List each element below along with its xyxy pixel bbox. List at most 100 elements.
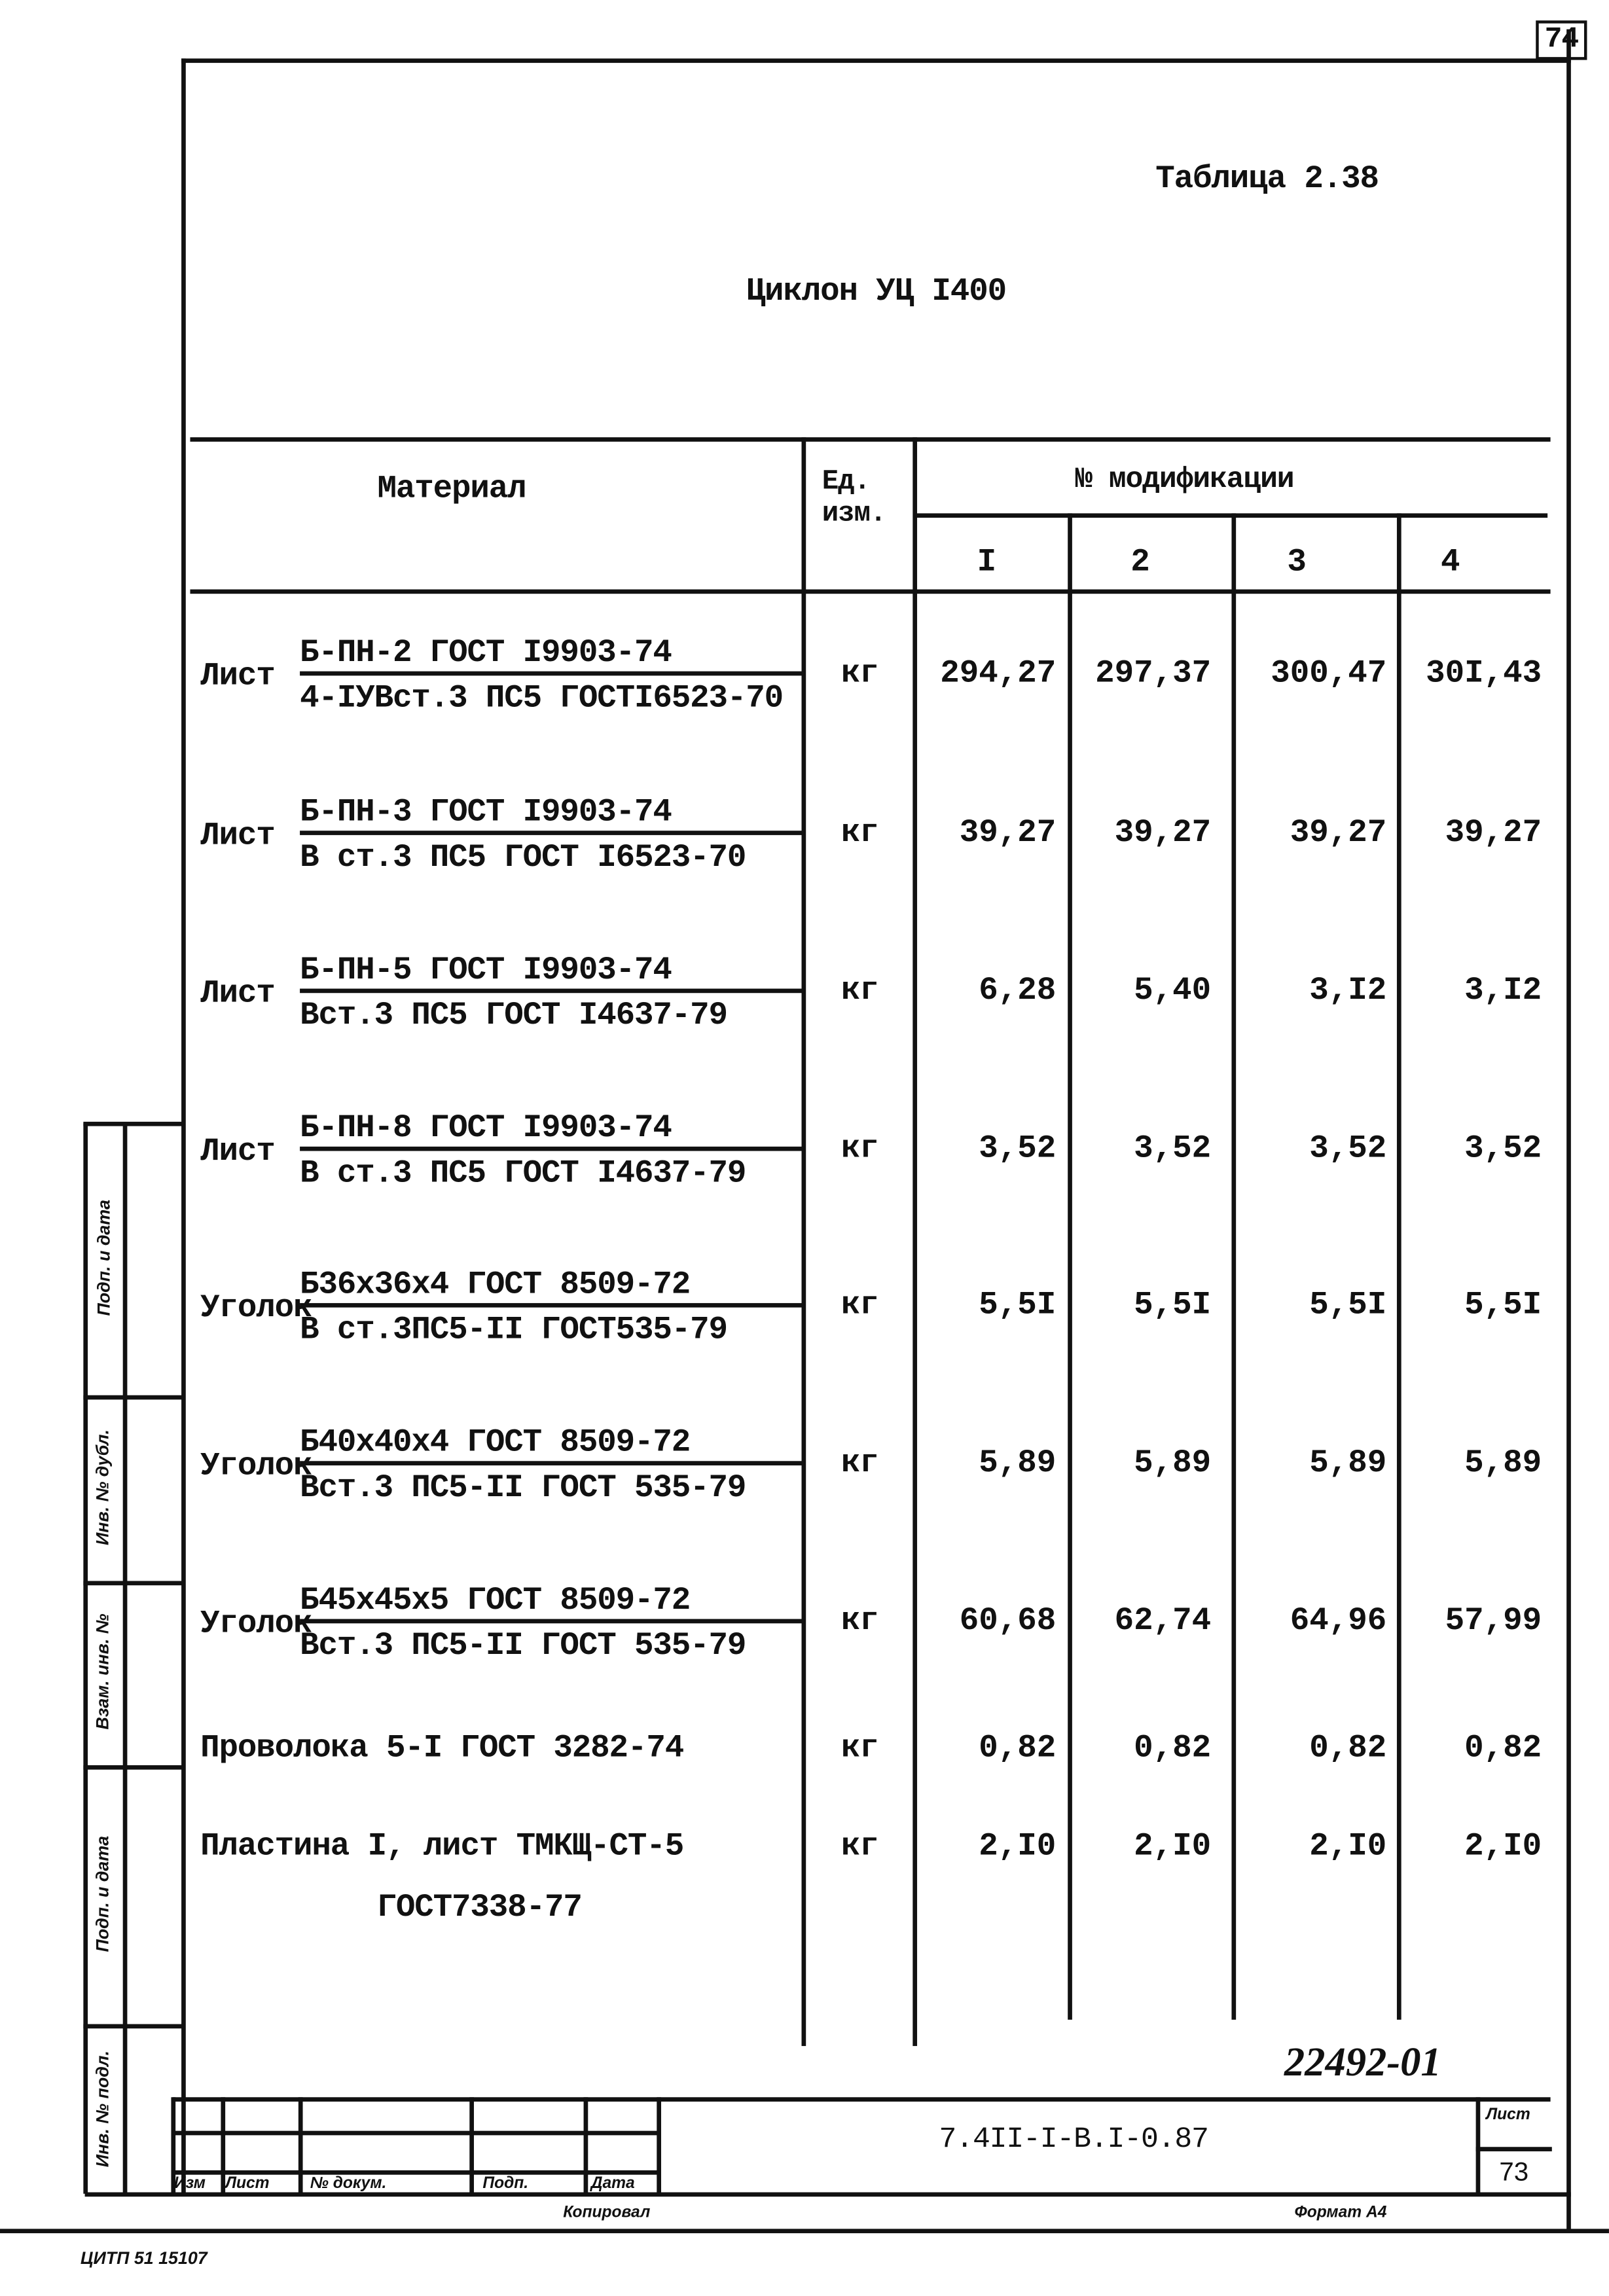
row-line1: Пластина I, лист ТМКЩ-СТ-5 <box>200 1828 684 1865</box>
row-unit: кг <box>841 1444 879 1482</box>
side-label: Подп. и дата <box>94 1199 115 1316</box>
print-stamp: ЦИТП 51 15107 <box>80 2248 208 2269</box>
frame-right <box>1566 29 1571 2231</box>
frame-top <box>181 58 1571 63</box>
row-prefix: Лист <box>200 1133 276 1170</box>
title-block-col <box>298 2097 303 2194</box>
row-underline <box>300 1146 804 1151</box>
title-block-col <box>657 2097 661 2194</box>
side-strip-left <box>83 1123 88 2194</box>
title-block-col <box>469 2097 474 2194</box>
tb-col-list: Лист <box>225 2174 270 2193</box>
row-value: 0,82 <box>1134 1730 1212 1767</box>
row-prefix: Уголок <box>200 1448 312 1485</box>
row-value: 5,40 <box>1134 972 1212 1009</box>
row-line1: Проволока 5-I ГОСТ 3282-74 <box>200 1730 684 1767</box>
tb-col-date: Дата <box>590 2174 635 2193</box>
row-value: 5,5I <box>1309 1287 1387 1324</box>
col-divider <box>913 437 918 2047</box>
col-divider <box>1068 513 1072 2020</box>
row-line1: Б-ПН-2 ГОСТ I9903-74 <box>300 634 672 672</box>
row-line1: Б45х45х5 ГОСТ 8509-72 <box>300 1582 691 1619</box>
row-prefix: Уголок <box>200 1605 312 1643</box>
row-unit: кг <box>841 814 879 852</box>
row-prefix: Лист <box>200 658 276 695</box>
row-underline <box>300 1461 804 1465</box>
row-value: 57,99 <box>1445 1603 1542 1640</box>
row-value: 3,I2 <box>1309 972 1387 1009</box>
row-value: 2,I0 <box>1464 1828 1542 1865</box>
frame-bottom <box>84 2192 1571 2197</box>
side-strip-line <box>83 1581 183 1586</box>
sheet-label: Лист <box>1486 2106 1530 2124</box>
row-underline <box>300 831 804 835</box>
row-underline <box>300 1302 804 1308</box>
header-bottom-line <box>190 589 1551 594</box>
row-value: 0,82 <box>1464 1730 1542 1767</box>
title-block-col <box>1475 2097 1481 2194</box>
col-divider <box>1396 513 1401 2020</box>
col-divider <box>1231 513 1237 2020</box>
row-unit: кг <box>841 1287 879 1324</box>
title-block-col <box>171 2097 176 2194</box>
doc-code: 7.4II-I-В.I-0.87 <box>939 2123 1209 2157</box>
row-line2: ГОСТ7338-77 <box>377 1889 583 1926</box>
table-label: Таблица 2.38 <box>1155 160 1379 198</box>
row-value: 5,89 <box>1309 1444 1387 1482</box>
row-value: 39,27 <box>959 814 1057 852</box>
row-value: 5,89 <box>1134 1444 1212 1482</box>
row-line1: Б40х40х4 ГОСТ 8509-72 <box>300 1424 691 1462</box>
row-value: 5,89 <box>979 1444 1057 1482</box>
row-line1: Б-ПН-5 ГОСТ I9903-74 <box>300 952 672 989</box>
side-strip-inner <box>122 1123 128 2194</box>
row-line1: Б36х36х4 ГОСТ 8509-72 <box>300 1266 691 1303</box>
row-prefix: Лист <box>200 817 276 854</box>
row-value: 3,52 <box>1134 1130 1212 1168</box>
row-line2: В ст.3ПС5-II ГОСТ535-79 <box>300 1312 728 1349</box>
row-line2: В ст.3 ПС5 ГОСТ I6523-70 <box>300 839 746 876</box>
row-unit: кг <box>841 1828 879 1865</box>
row-unit: кг <box>841 1130 879 1168</box>
row-value: 0,82 <box>979 1730 1057 1767</box>
row-value: 39,27 <box>1290 814 1387 852</box>
row-prefix: Уголок <box>200 1289 312 1327</box>
table-top-line <box>190 437 1551 442</box>
title-block-line <box>172 2130 659 2136</box>
row-value: 62,74 <box>1114 1603 1212 1640</box>
row-underline <box>300 1619 804 1624</box>
row-prefix: Лист <box>200 975 276 1013</box>
sheet-number: 73 <box>1499 2157 1529 2187</box>
row-line1: Б-ПН-3 ГОСТ I9903-74 <box>300 794 672 831</box>
side-strip-line <box>83 1765 183 1770</box>
side-strip-line <box>83 2024 183 2029</box>
row-value: 3,52 <box>979 1130 1057 1168</box>
row-value: 39,27 <box>1445 814 1542 852</box>
side-strip-line <box>83 1395 183 1400</box>
row-unit: кг <box>841 1603 879 1640</box>
row-value: 6,28 <box>979 972 1057 1009</box>
tb-col-sign: Подп. <box>482 2174 529 2193</box>
side-strip-line <box>83 1121 183 1126</box>
header-modifications: № модификации <box>1075 463 1294 497</box>
header-mod-2: 2 <box>1130 544 1149 581</box>
side-label: Взам. инв. № <box>92 1613 113 1730</box>
handwritten-number: 22492-01 <box>1284 2040 1441 2086</box>
row-unit: кг <box>841 972 879 1009</box>
side-label: Подп. и дата <box>92 1835 113 1952</box>
row-unit: кг <box>841 655 879 692</box>
row-underline <box>300 988 804 994</box>
tb-col-doc: № докум. <box>310 2174 387 2193</box>
header-unit: Ед. изм. <box>822 465 887 529</box>
row-value: 5,5I <box>979 1287 1057 1324</box>
table-title: Циклон УЦ I400 <box>746 273 1007 310</box>
row-value: 300,47 <box>1271 655 1387 692</box>
row-value: 294,27 <box>940 655 1057 692</box>
row-value: 3,52 <box>1464 1130 1542 1168</box>
row-line2: В ст.3 ПС5 ГОСТ I4637-79 <box>300 1155 746 1193</box>
title-block-line <box>1475 2147 1552 2151</box>
title-block-line <box>172 2170 659 2175</box>
row-value: 5,5I <box>1134 1287 1212 1324</box>
row-value: 39,27 <box>1114 814 1212 852</box>
frame-left <box>181 58 186 2194</box>
